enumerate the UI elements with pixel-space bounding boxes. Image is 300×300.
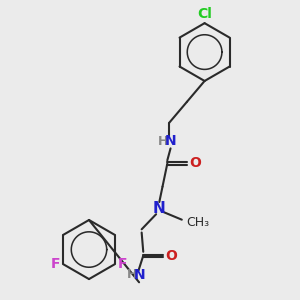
Text: N: N — [165, 134, 176, 148]
Text: H: H — [158, 134, 169, 148]
Text: N: N — [153, 201, 166, 216]
Text: O: O — [189, 157, 201, 170]
Text: CH₃: CH₃ — [186, 216, 209, 230]
Text: H: H — [127, 268, 137, 281]
Text: F: F — [51, 257, 60, 271]
Text: N: N — [133, 268, 145, 282]
Text: F: F — [118, 257, 127, 271]
Text: Cl: Cl — [197, 7, 212, 21]
Text: O: O — [165, 249, 177, 262]
